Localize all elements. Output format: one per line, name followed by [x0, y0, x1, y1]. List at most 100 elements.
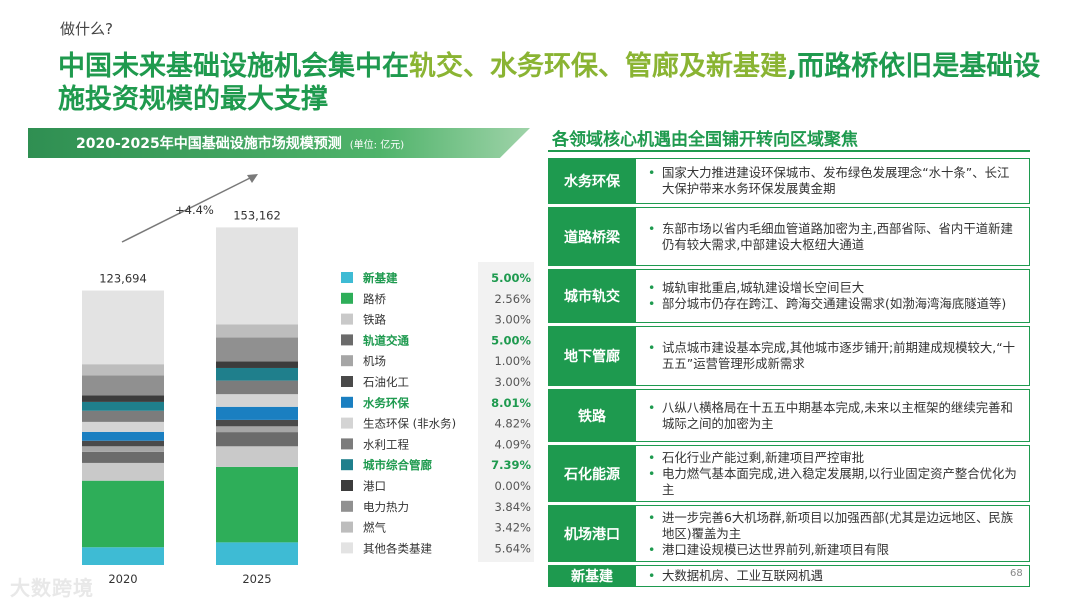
bar-segment-2020-5: [82, 440, 164, 447]
growth-rate-label: +4.4%: [175, 203, 214, 217]
topic-label: 道路桥梁: [548, 207, 636, 266]
legend-cagr-0: 5.00%: [491, 271, 531, 285]
topic-bullet: 东部市场以省内毛细血管道路加密为主,西部省际、省内干道新建仍有较大需求,中部建设…: [648, 221, 1021, 253]
legend-swatch-1: [341, 292, 353, 304]
topic-bullet: 试点城市建设基本完成,其他城市逐步铺开;前期建成规模较大,“十五五”运营管理形成…: [648, 340, 1021, 372]
topic-row: 机场港口进一步完善6大机场群,新项目以加强西部(尤其是边远地区、民族地区)覆盖为…: [548, 505, 1030, 562]
stacked-bar-chart: 123,694 2020 153,162 2025 +4.4% 新基建 5.00% 路桥 2.5…: [82, 174, 534, 586]
topic-row: 石化能源石化行业产能过剩,新建项目严控审批电力燃气基本面完成,进入稳定发展期,以…: [548, 445, 1030, 502]
bar-segment-2020-12: [82, 364, 164, 376]
topic-bullet: 城轨审批重启,城轨建设增长空间巨大: [648, 280, 1021, 296]
topic-label: 城市轨交: [548, 269, 636, 323]
chart-title-text: 2020-2025年中国基础设施市场规模预测: [76, 136, 342, 152]
topic-body: 试点城市建设基本完成,其他城市逐步铺开;前期建成规模较大,“十五五”运营管理形成…: [636, 326, 1030, 386]
right-panel-divider: [548, 150, 1030, 152]
topic-label: 地下管廊: [548, 326, 636, 386]
bar-segment-2020-2: [82, 462, 164, 481]
bar-segment-2025-7: [216, 394, 298, 407]
legend-cagr-6: 8.01%: [491, 396, 531, 410]
chart-title: 2020-2025年中国基础设施市场规模预测 (单位: 亿元): [76, 133, 404, 153]
page-headline: 中国未来基础设施机会集中在轨交、水务环保、管廊及新基建,而路桥依旧是基础设施投资…: [58, 50, 1058, 116]
legend-label-12: 燃气: [363, 521, 386, 535]
bar-segment-2025-1: [216, 466, 298, 543]
topic-body: 进一步完善6大机场群,新项目以加强西部(尤其是边远地区、民族地区)覆盖为主港口建…: [636, 505, 1030, 562]
topic-body: 大数据机房、工业互联网机遇: [636, 565, 1030, 587]
topic-bullet: 大数据机房、工业互联网机遇: [648, 568, 1021, 584]
legend-cagr-7: 4.82%: [494, 417, 531, 431]
headline-highlight: 轨交、水务环保、管廊及新基建: [409, 51, 787, 82]
legend-label-3: 轨道交通: [363, 333, 409, 347]
topic-row: 新基建大数据机房、工业互联网机遇: [548, 565, 1030, 587]
chart-unit: (单位: 亿元): [349, 140, 405, 151]
bar-segment-2020-13: [82, 290, 164, 365]
legend-label-0: 新基建: [363, 271, 398, 285]
bar-segment-2020-8: [82, 410, 164, 422]
legend-swatch-2: [341, 313, 353, 325]
topic-label: 水务环保: [548, 158, 636, 204]
legend-cagr-12: 3.42%: [494, 521, 531, 535]
topic-bullet: 港口建设规模已达世界前列,新建项目有限: [648, 542, 1021, 558]
watermark: 大数跨境: [10, 576, 94, 600]
legend-swatch-9: [341, 459, 353, 471]
legend-cagr-8: 4.09%: [494, 437, 531, 451]
bar-segment-2025-0: [216, 542, 298, 565]
legend-cagr-5: 3.00%: [494, 375, 531, 389]
legend-cagr-1: 2.56%: [494, 292, 531, 306]
legend-swatch-13: [341, 542, 353, 554]
legend-swatch-6: [341, 396, 353, 408]
topic-body: 东部市场以省内毛细血管道路加密为主,西部省际、省内干道新建仍有较大需求,中部建设…: [636, 207, 1030, 266]
chart-title-banner: [28, 128, 530, 158]
legend-swatch-10: [341, 480, 353, 491]
topic-label: 铁路: [548, 389, 636, 442]
legend-label-7: 生态环保 (非水务): [363, 417, 456, 431]
topic-bullet: 八纵八横格局在十五五中期基本完成,未来以主框架的继续完善和城际之间的加密为主: [648, 400, 1021, 432]
legend-swatch-7: [341, 417, 353, 429]
growth-arrow-head: [247, 174, 258, 183]
bar-segment-2025-8: [216, 380, 298, 395]
topic-label: 机场港口: [548, 505, 636, 562]
bar-segment-2020-3: [82, 451, 164, 463]
bar-segment-2020-0: [82, 547, 164, 565]
topic-row: 铁路八纵八横格局在十五五中期基本完成,未来以主框架的继续完善和城际之间的加密为主: [548, 389, 1030, 442]
bar-segment-2025-13: [216, 227, 298, 325]
bar-segment-2025-4: [216, 426, 298, 433]
legend-cagr-3: 5.00%: [491, 333, 531, 347]
legend-swatch-0: [341, 272, 353, 283]
legend-label-8: 水利工程: [363, 437, 409, 451]
topic-label: 新基建: [548, 565, 636, 587]
x-tick-label-2025: 2025: [242, 572, 271, 586]
bar-total-label-2025: 153,162: [233, 208, 281, 222]
topic-body: 城轨审批重启,城轨建设增长空间巨大部分城市仍存在跨江、跨海交通建设需求(如渤海湾…: [636, 269, 1030, 323]
legend-label-6: 水务环保: [363, 396, 409, 410]
topic-bullet: 电力燃气基本面完成,进入稳定发展期,以行业固定资产整合优化为主: [648, 466, 1021, 498]
headline-part1: 中国未来基础设施机会集中在: [58, 51, 409, 82]
headline-part2: ,而路桥依旧是基础设施投资规模的最大支撑: [58, 51, 1041, 115]
legend-swatch-12: [341, 521, 353, 533]
topic-row: 道路桥梁东部市场以省内毛细血管道路加密为主,西部省际、省内干道新建仍有较大需求,…: [548, 207, 1030, 266]
legend-label-4: 机场: [363, 354, 386, 368]
topic-body: 八纵八横格局在十五五中期基本完成,未来以主框架的继续完善和城际之间的加密为主: [636, 389, 1030, 442]
legend-swatch-3: [341, 334, 353, 346]
legend-label-11: 电力热力: [363, 500, 409, 514]
cagr-column-bg: [478, 262, 534, 562]
legend-swatch-8: [341, 438, 353, 450]
legend-label-13: 其他各类基建: [363, 541, 432, 555]
x-tick-label-2020: 2020: [108, 572, 137, 586]
legend-swatch-4: [341, 355, 353, 367]
topic-bullet: 国家大力推进建设环保城市、发布绿色发展理念“水十条”、长江大保护带来水务环保发展…: [648, 165, 1021, 197]
bar-segment-2025-6: [216, 406, 298, 420]
topic-row: 城市轨交城轨审批重启,城轨建设增长空间巨大部分城市仍存在跨江、跨海交通建设需求(…: [548, 269, 1030, 323]
legend-label-10: 港口: [363, 479, 386, 493]
legend-label-2: 铁路: [363, 313, 386, 327]
legend-cagr-4: 1.00%: [494, 354, 531, 368]
topic-row: 水务环保国家大力推进建设环保城市、发布绿色发展理念“水十条”、长江大保护带来水务…: [548, 158, 1030, 204]
bar-segment-2020-9: [82, 401, 164, 411]
section-label: 做什么?: [60, 20, 113, 38]
bar-segment-2020-1: [82, 480, 164, 548]
legend-cagr-13: 5.64%: [494, 541, 531, 555]
page-number: 68: [1010, 568, 1023, 579]
topic-bullet: 石化行业产能过剩,新建项目严控审批: [648, 450, 1021, 466]
topic-bullet: 进一步完善6大机场群,新项目以加强西部(尤其是边远地区、民族地区)覆盖为主: [648, 510, 1021, 542]
legend-cagr-9: 7.39%: [491, 458, 531, 472]
topic-bullet: 部分城市仍存在跨江、跨海交通建设需求(如渤海湾海底隧道等): [648, 296, 1021, 312]
